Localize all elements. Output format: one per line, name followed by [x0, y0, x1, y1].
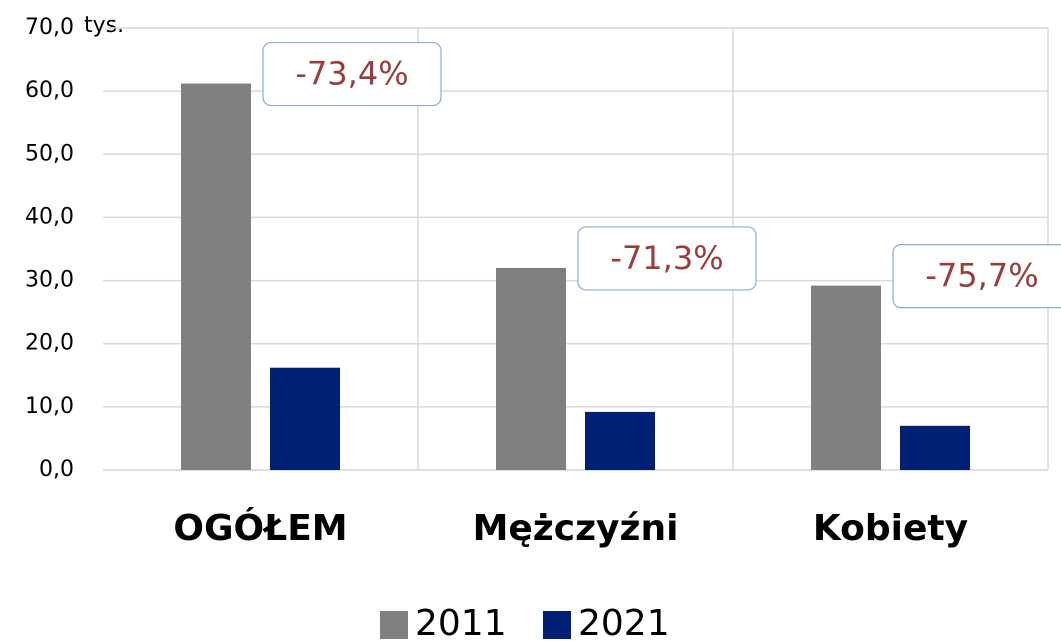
y-tick-label: 30,0: [25, 268, 74, 293]
annotation: -75,7%: [925, 257, 1038, 295]
legend-swatch: [543, 611, 571, 639]
bar: [811, 285, 881, 470]
bar: [496, 267, 566, 470]
x-tick-label: Kobiety: [813, 508, 968, 549]
legend-label: 2021: [578, 603, 670, 641]
annotation: -71,3%: [610, 239, 723, 277]
bar: [585, 411, 655, 470]
bar: [181, 83, 251, 471]
bar: [900, 425, 970, 470]
annotation: -73,4%: [295, 55, 408, 93]
x-tick-label: Mężczyźni: [473, 508, 679, 549]
y-tick-label: 60,0: [25, 78, 74, 103]
y-tick-label: 10,0: [25, 394, 74, 419]
annotation-box: [262, 41, 442, 107]
legend-swatch: [380, 611, 408, 639]
legend-label: 2011: [415, 603, 507, 641]
x-tick-label: OGÓŁEM: [173, 507, 347, 549]
y-tick-label: 40,0: [25, 204, 74, 229]
annotation-box: [892, 244, 1061, 309]
bar: [270, 367, 340, 470]
annotation-box: [577, 226, 757, 291]
y-axis-unit: tys.: [84, 13, 124, 38]
y-tick-label: 20,0: [25, 331, 74, 356]
y-tick-label: 70,0: [25, 15, 74, 40]
y-tick-label: 0,0: [39, 457, 74, 482]
y-tick-label: 50,0: [25, 141, 74, 166]
